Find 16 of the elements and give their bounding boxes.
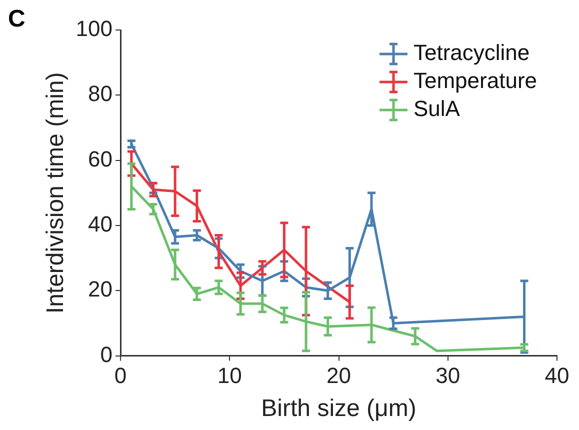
y-tick-label: 20 <box>88 276 113 302</box>
x-axis-title: Birth size (μm) <box>261 395 416 422</box>
legend-label: Temperature <box>413 68 538 94</box>
x-tick-label: 20 <box>326 363 351 388</box>
text: C <box>8 6 26 33</box>
y-tick-label: 40 <box>88 212 113 237</box>
y-tick-label: 0 <box>100 342 113 367</box>
x-tick-label: 10 <box>217 363 242 388</box>
legend-label: SulA <box>413 96 460 122</box>
x-tick-label: 40 <box>544 363 570 388</box>
y-tick-label: 60 <box>88 146 113 172</box>
legend-label: Tetracycline <box>413 40 530 66</box>
y-tick-label: 100 <box>76 16 113 42</box>
y-axis-title: Interdivision time (min) <box>42 72 70 314</box>
y-tick-label: 80 <box>88 81 113 106</box>
x-tick-label: 30 <box>436 363 460 388</box>
